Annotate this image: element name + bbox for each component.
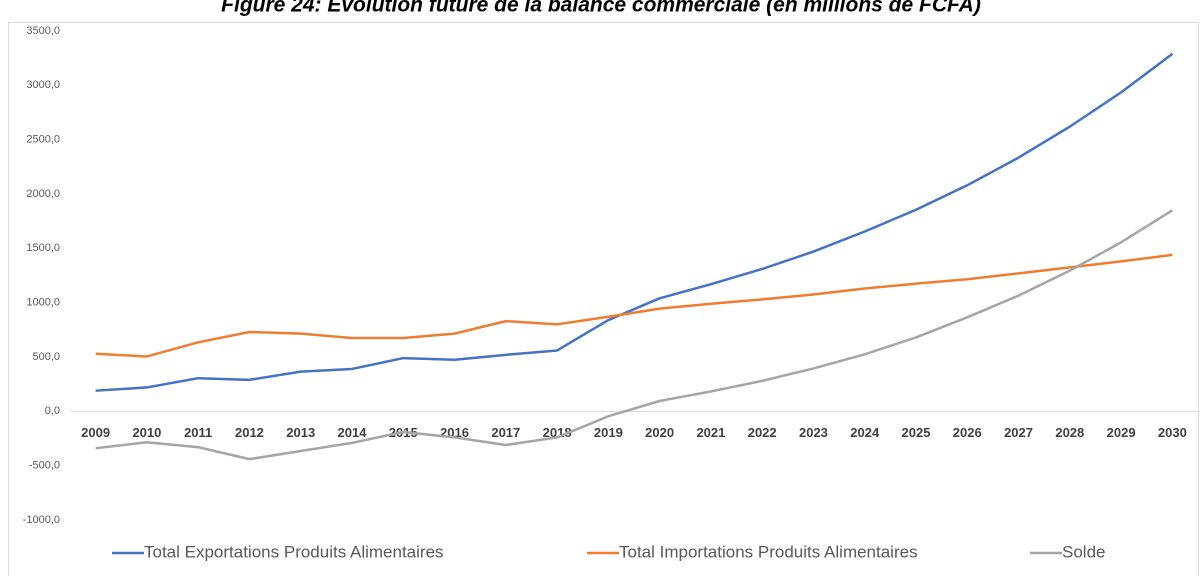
x-tick-label: 2014 xyxy=(338,425,368,440)
x-tick-label: 2025 xyxy=(902,425,931,440)
x-tick-label: 2009 xyxy=(81,425,110,440)
x-tick-label: 2019 xyxy=(594,425,623,440)
x-tick-label: 2027 xyxy=(1004,425,1033,440)
x-tick-label: 2010 xyxy=(132,425,161,440)
chart-title: Figure 24: Evolution future de la balanc… xyxy=(221,0,981,17)
x-tick-label: 2022 xyxy=(748,425,777,440)
y-tick-label: 3000,0 xyxy=(26,79,60,91)
x-tick-label: 2030 xyxy=(1158,425,1187,440)
legend-label: Solde xyxy=(1062,542,1105,561)
y-tick-label: -500,0 xyxy=(29,460,60,472)
x-tick-label: 2021 xyxy=(696,425,725,440)
x-tick-label: 2012 xyxy=(235,425,264,440)
x-tick-label: 2011 xyxy=(184,425,212,440)
x-tick-label: 2026 xyxy=(953,425,982,440)
y-tick-label: -1000,0 xyxy=(23,514,60,526)
chart-frame xyxy=(8,22,1199,576)
x-tick-label: 2028 xyxy=(1055,425,1084,440)
y-tick-label: 1000,0 xyxy=(26,297,60,309)
legend-label: Total Exportations Produits Alimentaires xyxy=(144,542,444,561)
y-tick-label: 1500,0 xyxy=(26,242,60,254)
x-tick-label: 2020 xyxy=(645,425,674,440)
x-tick-label: 2029 xyxy=(1107,425,1136,440)
y-tick-label: 500,0 xyxy=(32,351,60,363)
series-line xyxy=(95,253,1173,358)
series-line xyxy=(95,52,1174,392)
x-tick-label: 2017 xyxy=(491,425,520,440)
x-tick-label: 2013 xyxy=(286,425,315,440)
y-tick-label: 0,0 xyxy=(45,405,60,417)
series-line xyxy=(95,209,1174,461)
y-tick-label: 3500,0 xyxy=(26,25,60,37)
y-tick-label: 2500,0 xyxy=(26,134,60,146)
x-tick-label: 2024 xyxy=(850,425,880,440)
x-tick-label: 2023 xyxy=(799,425,828,440)
y-tick-label: 2000,0 xyxy=(26,188,60,200)
x-tick-label: 2018 xyxy=(543,425,572,440)
legend-label: Total Importations Produits Alimentaires xyxy=(619,542,918,561)
